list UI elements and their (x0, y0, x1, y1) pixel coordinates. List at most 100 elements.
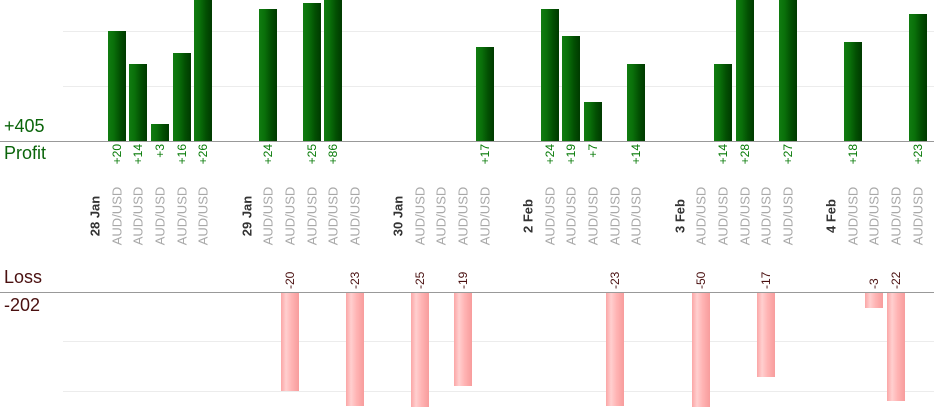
symbol-label: AUD/USD (109, 186, 125, 246)
profit-value-label: +14 (131, 144, 146, 165)
profit-value-label: +86 (326, 144, 341, 165)
loss-bar[interactable] (345, 293, 364, 406)
profit-bar[interactable] (843, 42, 862, 141)
loss-axis-title: Loss (4, 267, 43, 287)
loss-value-label: -17 (759, 271, 774, 289)
symbol-label: AUD/USD (130, 186, 146, 246)
symbol-label: AUD/USD (563, 186, 579, 246)
symbol-label: AUD/USD (910, 186, 926, 246)
symbol-label: AUD/USD (715, 186, 731, 246)
profit-value-label: +23 (910, 144, 925, 165)
loss-bar[interactable] (605, 293, 624, 406)
profit-value-label: +24 (261, 144, 276, 165)
symbol-label: AUD/USD (866, 186, 882, 246)
symbol-label: AUD/USD (693, 186, 709, 246)
profit-value-label: +28 (737, 144, 752, 165)
profit-value-label: +19 (564, 144, 579, 165)
symbol-label: AUD/USD (174, 186, 190, 246)
profit-bar[interactable] (540, 9, 559, 141)
loss-bar[interactable] (887, 293, 905, 401)
profit-value-label: +18 (845, 144, 860, 165)
profit-plot-area (0, 0, 934, 141)
symbol-label: AUD/USD (585, 186, 601, 246)
profit-value-label: +17 (477, 144, 492, 165)
profit-baseline (0, 141, 934, 142)
loss-value-label: -22 (889, 271, 903, 289)
loss-bar[interactable] (865, 293, 884, 308)
profit-bar[interactable] (475, 47, 494, 141)
symbol-label: AUD/USD (260, 186, 276, 246)
profit-bar[interactable] (908, 14, 927, 141)
profit-value-label: +27 (780, 144, 795, 165)
profit-bar[interactable] (562, 36, 581, 141)
profit-value-label: +7 (585, 144, 600, 158)
date-label: 30 Jan (390, 195, 406, 237)
profit-value-label: +16 (174, 144, 189, 165)
profit-bar[interactable] (324, 0, 343, 141)
date-label: 4 Feb (823, 199, 839, 233)
symbol-label: AUD/USD (888, 186, 904, 246)
symbol-label: AUD/USD (542, 186, 558, 246)
loss-value-label: -23 (347, 271, 362, 289)
gridline (63, 391, 934, 392)
profit-bar[interactable] (107, 31, 126, 141)
loss-plot-area (0, 293, 934, 407)
profit-bar[interactable] (713, 64, 732, 141)
symbol-label: AUD/USD (304, 186, 319, 246)
profit-bar[interactable] (172, 53, 191, 141)
date-label: 29 Jan (239, 195, 255, 237)
symbol-label: AUD/USD (412, 186, 428, 246)
symbol-label: AUD/USD (780, 186, 796, 246)
profit-value-label: +25 (304, 144, 319, 165)
loss-total: -202 (4, 295, 41, 315)
symbol-label: AUD/USD (347, 186, 363, 246)
profit-bar[interactable] (735, 0, 754, 141)
profit-total: +405 (4, 116, 45, 136)
profit-value-label: +20 (109, 144, 124, 165)
symbol-label: AUD/USD (195, 186, 211, 246)
symbol-label: AUD/USD (845, 186, 861, 246)
symbol-label: AUD/USD (758, 186, 774, 246)
date-label: 28 Jan (87, 195, 103, 237)
profit-bar[interactable] (627, 64, 646, 141)
profit-axis-title: Profit (4, 143, 47, 163)
gridline (63, 341, 934, 342)
profit-bar[interactable] (302, 3, 321, 141)
profit-bar[interactable] (259, 9, 278, 141)
symbol-label: AUD/USD (455, 186, 471, 246)
profit-value-label: +26 (196, 144, 211, 165)
symbol-label: AUD/USD (628, 186, 644, 246)
symbol-label: AUD/USD (433, 186, 449, 246)
gridline (63, 86, 934, 87)
profit-bar[interactable] (194, 0, 213, 141)
loss-bar[interactable] (692, 293, 711, 407)
symbol-label: AUD/USD (477, 186, 493, 246)
date-label: 2 Feb (520, 199, 536, 233)
profit-value-label: +24 (542, 144, 557, 165)
loss-baseline (0, 292, 934, 293)
profit-bar[interactable] (129, 64, 148, 141)
profit-value-label: +3 (153, 144, 167, 158)
loss-value-label: -3 (867, 278, 882, 289)
symbol-label: AUD/USD (282, 186, 298, 246)
profit-bar[interactable] (151, 124, 169, 141)
symbol-label: AUD/USD (607, 186, 623, 246)
loss-value-label: -19 (456, 271, 470, 289)
loss-value-label: -23 (607, 271, 622, 289)
loss-value-label: -25 (412, 271, 427, 289)
loss-bar[interactable] (454, 293, 472, 386)
loss-value-label: -50 (694, 271, 709, 289)
loss-bar[interactable] (410, 293, 429, 407)
loss-bar[interactable] (757, 293, 776, 377)
profit-bar[interactable] (583, 102, 602, 141)
symbol-label: AUD/USD (325, 186, 341, 246)
symbol-label: AUD/USD (737, 186, 752, 246)
profit-value-label: +14 (715, 144, 730, 165)
loss-bar[interactable] (280, 293, 299, 391)
gridline (63, 31, 934, 32)
date-label: 3 Feb (672, 199, 687, 233)
loss-value-label: -20 (282, 271, 297, 289)
symbol-label: AUD/USD (152, 186, 168, 246)
profit-bar[interactable] (778, 0, 797, 141)
